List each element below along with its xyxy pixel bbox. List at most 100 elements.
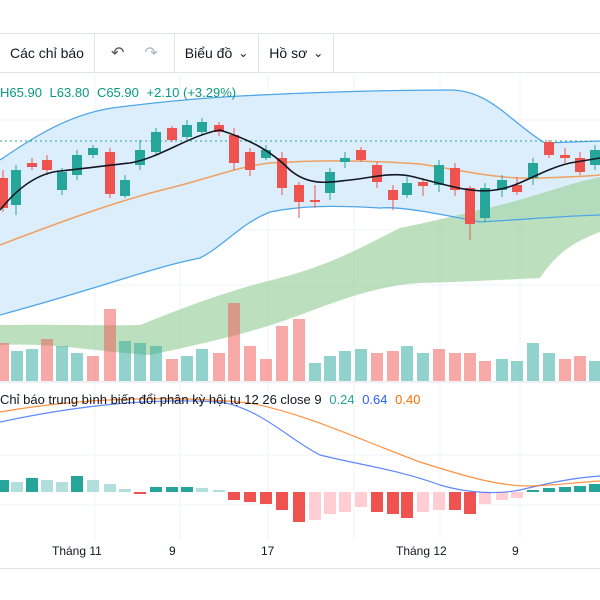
candle-body: [277, 158, 287, 188]
toolbar-divider: [93, 34, 95, 72]
macd-histogram-bar: [228, 492, 240, 500]
candle-body: [135, 150, 145, 165]
toolbar-divider: [333, 34, 335, 72]
profile-menu-button[interactable]: Hồ sơ ⌄: [259, 34, 333, 72]
candle-body: [497, 180, 507, 190]
candle-body: [590, 150, 600, 165]
volume-bar: [401, 346, 413, 381]
volume-bar: [309, 363, 321, 381]
candle-body: [151, 132, 161, 152]
candle-body: [480, 188, 490, 218]
macd-histogram-bar: [150, 487, 162, 492]
candle-body: [465, 188, 475, 224]
bollinger-upper-line: [0, 89, 600, 161]
candle-body: [214, 125, 224, 132]
candle-body: [0, 178, 8, 208]
volume-bar: [71, 353, 83, 381]
bollinger-band: [0, 90, 600, 315]
volume-bar: [496, 359, 508, 381]
candle-body: [388, 190, 398, 200]
macd-histogram-bar: [260, 492, 272, 504]
candle-body: [512, 185, 522, 192]
volume-bar: [260, 359, 272, 381]
undo-button[interactable]: ↶: [95, 34, 134, 72]
volume-bar: [339, 351, 351, 381]
macd-histogram: [0, 476, 600, 522]
macd-histogram-bar: [119, 489, 131, 492]
candle-body: [450, 168, 460, 190]
macd-title: Chỉ báo trung bình biến đổi phân kỳ hội …: [0, 392, 322, 407]
volume-bar: [150, 346, 162, 381]
volume-bar: [324, 356, 336, 381]
volume-bar: [87, 356, 99, 381]
volume-bar: [119, 341, 131, 381]
macd-histogram-bar: [71, 476, 83, 492]
volume-bar: [433, 349, 445, 381]
macd-histogram-bar: [339, 492, 351, 512]
volume-bar: [479, 361, 491, 381]
redo-icon: ↷: [144, 45, 158, 62]
macd-histogram-bar: [87, 480, 99, 492]
volume-bar: [387, 351, 399, 381]
indicators-button[interactable]: Các chỉ báo: [0, 34, 94, 72]
undo-icon: ↶: [110, 45, 125, 62]
macd-histogram-bar: [543, 488, 555, 492]
macd-histogram-bar: [166, 487, 178, 492]
volume-bar: [244, 346, 256, 381]
volume-bar: [0, 343, 9, 381]
toolbar-divider: [173, 34, 175, 72]
chart-menu-label: Biểu đồ: [184, 45, 233, 61]
macd-value-2: 0.64: [362, 392, 388, 407]
chevron-down-icon: ⌄: [238, 46, 249, 60]
volume-bar: [41, 339, 53, 381]
macd-histogram-bar: [449, 492, 461, 510]
volume-bar: [417, 353, 429, 381]
candle-body: [42, 160, 52, 170]
toolbar-divider: [258, 34, 260, 72]
candle-body: [544, 142, 554, 155]
volume-bar: [371, 353, 383, 381]
candle-body: [182, 125, 192, 137]
candle-body: [294, 185, 304, 202]
macd-histogram-bar: [355, 492, 367, 507]
macd-histogram-bar: [0, 480, 9, 492]
volume-bars: [0, 303, 600, 381]
macd-histogram-bar: [276, 492, 288, 510]
macd-histogram-bar: [324, 492, 336, 514]
macd-histogram-bar: [104, 484, 116, 492]
volume-bar: [559, 359, 571, 381]
redo-button[interactable]: ↷: [134, 34, 173, 72]
volume-bar: [543, 353, 555, 381]
profile-menu-label: Hồ sơ: [269, 45, 308, 61]
candle-body: [372, 165, 382, 182]
macd-histogram-bar: [417, 492, 429, 512]
volume-bar: [104, 309, 116, 381]
macd-histogram-bar: [26, 478, 38, 492]
volume-bar: [511, 361, 523, 381]
volume-bar: [293, 319, 305, 381]
volume-bar: [449, 353, 461, 381]
candle-body: [340, 158, 350, 162]
candle-body: [402, 183, 412, 195]
chart-toolbar: Các chỉ báo ↶ ↷ Biểu đồ ⌄ Hồ sơ ⌄: [0, 33, 600, 73]
volume-bar: [589, 361, 600, 381]
candle-body: [27, 163, 37, 167]
candle-body: [560, 155, 570, 158]
volume-bar: [166, 359, 178, 381]
chart-menu-button[interactable]: Biểu đồ ⌄: [175, 34, 259, 72]
macd-histogram-bar: [574, 486, 586, 492]
moving-average-black: [0, 129, 600, 211]
macd-value-1: 0.24: [329, 392, 355, 407]
macd-legend: Chỉ báo trung bình biến đổi phân kỳ hội …: [0, 392, 424, 407]
ohlc-high: H65.90: [0, 85, 42, 100]
candle-body: [528, 163, 538, 178]
macd-histogram-bar: [387, 492, 399, 514]
x-axis-labels: Tháng 11 9 17 Tháng 12 9: [52, 544, 519, 558]
volume-bar: [213, 353, 225, 381]
volume-bar: [228, 303, 240, 381]
candle-body: [167, 128, 177, 140]
volume-bar: [134, 343, 146, 381]
macd-histogram-bar: [401, 492, 413, 518]
bottom-border: [0, 568, 600, 569]
